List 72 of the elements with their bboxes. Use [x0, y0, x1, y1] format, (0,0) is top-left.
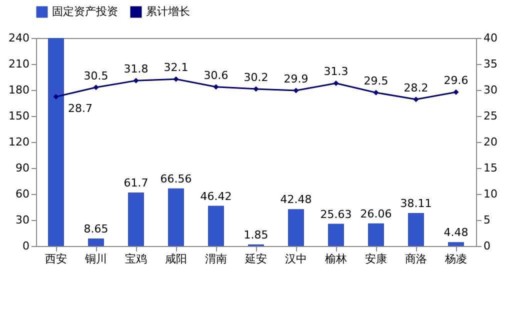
- data-label: 32.1: [164, 61, 188, 74]
- point: [453, 89, 459, 95]
- x-tick-label: 汉中: [285, 252, 307, 266]
- point: [293, 88, 299, 94]
- legend-label: 固定资产投资: [52, 5, 118, 18]
- data-label: 8.65: [84, 222, 108, 236]
- y2-tick-label: 40: [484, 32, 498, 44]
- x-tick-label: 铜川: [84, 252, 107, 266]
- data-label: 30.5: [84, 69, 108, 82]
- bar: [408, 212, 424, 246]
- data-label: 30.2: [244, 70, 268, 84]
- data-label: 4.48: [444, 226, 468, 240]
- point: [133, 78, 139, 84]
- y2-tick-label: 0: [484, 240, 490, 252]
- legend-label: 累计增长: [146, 5, 190, 18]
- data-label: 29.6: [444, 74, 468, 88]
- y2-tick-label: 20: [484, 136, 498, 148]
- data-label: 28.2: [404, 81, 428, 94]
- y-tick-label: 180: [8, 84, 30, 96]
- x-tick-label: 渭南: [205, 252, 227, 266]
- y2-tick-label: 15: [484, 162, 498, 174]
- data-label: 31.8: [124, 62, 148, 76]
- point: [93, 84, 99, 90]
- data-label: 29.9: [284, 72, 308, 86]
- point: [373, 90, 379, 96]
- bar: [88, 238, 104, 246]
- bar: [208, 206, 224, 246]
- point: [173, 76, 179, 82]
- y-tick-label: 90: [16, 162, 30, 174]
- point: [213, 84, 219, 90]
- x-tick-label: 杨凌: [444, 252, 467, 266]
- y-tick-label: 60: [16, 188, 30, 200]
- y2-tick-label: 10: [484, 188, 498, 200]
- point: [333, 80, 339, 86]
- x-tick-label: 榆林: [325, 252, 347, 266]
- bar: [128, 192, 144, 246]
- data-label: 42.48: [280, 193, 312, 206]
- data-label: 31.3: [324, 65, 348, 78]
- y2-tick-label: 25: [484, 110, 498, 122]
- bar: [368, 223, 384, 246]
- bar: [328, 224, 344, 246]
- x-tick-label: 西安: [45, 252, 67, 266]
- y-tick-label: 30: [16, 214, 30, 226]
- y-tick-label: 0: [22, 240, 30, 252]
- point: [413, 96, 419, 102]
- data-label: 26.06: [360, 207, 392, 220]
- data-label: 38.11: [400, 196, 432, 210]
- y-tick-label: 240: [8, 32, 30, 44]
- y2-tick-label: 5: [484, 214, 490, 226]
- x-tick-label: 安康: [365, 252, 387, 266]
- x-tick-label: 咸阳: [165, 252, 187, 266]
- bar: [448, 242, 464, 246]
- y-tick-label: 120: [8, 136, 30, 148]
- x-tick-label: 延安: [244, 252, 267, 266]
- y2-tick-label: 35: [484, 58, 498, 70]
- data-label: 66.56: [160, 172, 192, 186]
- data-label: 25.63: [320, 208, 352, 221]
- x-tick-label: 宝鸡: [125, 252, 147, 266]
- bar: [288, 209, 304, 246]
- x-tick-label: 商洛: [405, 252, 427, 266]
- data-label: 1.85: [244, 228, 268, 242]
- data-label: 29.5: [364, 74, 388, 88]
- point: [253, 86, 259, 92]
- data-label: 30.6: [204, 68, 228, 82]
- data-label: 28.7: [68, 102, 92, 115]
- y-tick-label: 150: [8, 110, 30, 122]
- y-tick-label: 210: [8, 58, 30, 70]
- data-label: 61.7: [124, 176, 148, 190]
- y2-tick-label: 30: [484, 84, 498, 96]
- bar: [168, 188, 184, 246]
- bar: [48, 38, 64, 246]
- data-label: 46.42: [200, 190, 232, 203]
